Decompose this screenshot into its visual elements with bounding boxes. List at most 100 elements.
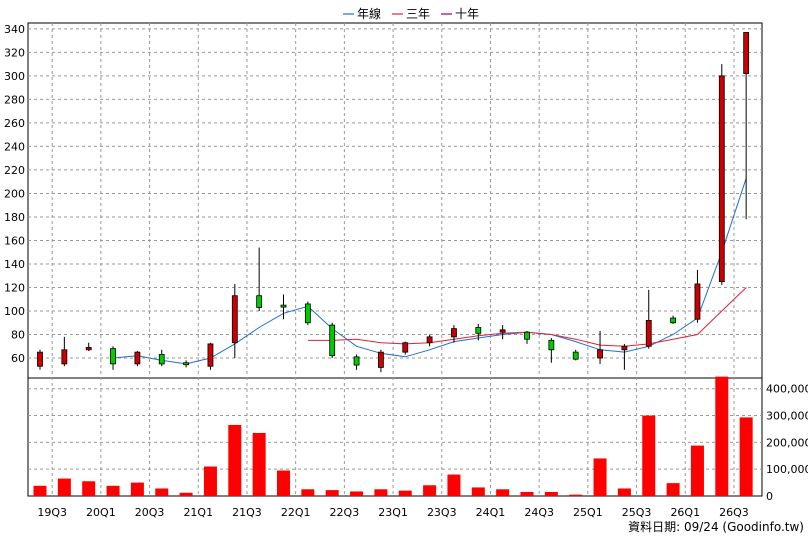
price-tick-label: 60 (11, 352, 25, 365)
volume-bar (544, 491, 558, 496)
volume-bar (471, 487, 485, 496)
volume-bars (33, 376, 753, 496)
volume-bar (374, 489, 388, 496)
legend-label: 年線 (357, 6, 381, 21)
volume-bar (301, 489, 315, 496)
candle-body (110, 348, 116, 365)
volume-bar (350, 491, 364, 496)
candle-body (572, 351, 579, 360)
price-tick-label: 260 (4, 117, 25, 130)
x-tick-label: 25Q1 (573, 506, 603, 519)
x-tick-label: 25Q3 (622, 506, 652, 519)
price-tick-label: 340 (4, 23, 25, 36)
candle-body (621, 345, 628, 351)
candle-body (85, 347, 92, 351)
volume-bar (33, 485, 47, 496)
x-tick-label: 21Q1 (183, 506, 213, 519)
candle-body (377, 351, 384, 368)
volume-tick-label: 100,000 (766, 463, 808, 476)
candle-body (451, 328, 457, 338)
candle-body (743, 32, 750, 74)
volume-bar (423, 485, 437, 496)
candle-body (304, 303, 311, 324)
price-tick-label: 140 (4, 258, 25, 271)
candle-body (61, 349, 68, 365)
volume-bar (277, 470, 290, 496)
candle-body (280, 304, 287, 308)
volume-bar (666, 483, 680, 496)
legend: 年線 三年 十年 (343, 6, 479, 21)
price-tick-label: 240 (4, 140, 25, 153)
x-tick-label: 23Q1 (378, 506, 408, 519)
volume-bar (739, 417, 753, 496)
candle-body (694, 283, 701, 320)
volume-bar (447, 474, 461, 496)
volume-bar (155, 488, 169, 496)
x-tick-label: 24Q3 (524, 506, 554, 519)
volume-bar (203, 466, 217, 496)
candle-body (402, 342, 409, 353)
x-tick-label: 21Q3 (232, 506, 262, 519)
x-tick-label: 20Q3 (135, 506, 165, 519)
price-tick-label: 280 (4, 93, 25, 106)
candle-body (353, 356, 360, 366)
volume-bar (690, 445, 704, 496)
price-tick-label: 160 (4, 234, 25, 247)
candle-body (548, 339, 555, 351)
candle-body (597, 349, 603, 359)
volume-axis-ticks: 0 100,000 200,000 300,000 400,000 (766, 383, 808, 503)
legend-label: 十年 (455, 7, 479, 21)
volume-bar (325, 490, 339, 496)
volume-plot-frame (27, 377, 763, 497)
volume-bar (130, 482, 144, 496)
candle-body (134, 351, 141, 365)
candle-body (499, 329, 506, 333)
candle-body (158, 354, 165, 365)
grid-lines (28, 23, 762, 496)
x-tick-label: 26Q1 (670, 506, 700, 519)
price-tick-label: 220 (4, 164, 25, 177)
price-tick-label: 120 (4, 281, 25, 294)
candle-body (231, 295, 238, 344)
volume-bar (398, 490, 412, 496)
x-tick-label: 26Q3 (719, 506, 749, 519)
x-tick-label: 19Q3 (37, 506, 67, 519)
volume-bar (642, 415, 656, 496)
volume-bar (228, 424, 242, 496)
volume-bar (252, 432, 266, 496)
legend-label: 三年 (406, 7, 430, 21)
credit-text: 資料日期: 09/24 (Goodinfo.tw) (628, 520, 804, 534)
volume-tick-label: 200,000 (766, 436, 808, 449)
volume-bar (593, 458, 607, 496)
candle-body (256, 295, 263, 308)
candle-body (718, 75, 725, 283)
price-axis-ticks: 60 80 100 120 140 160 180 200 220 240 260 280 300 320… (4, 23, 25, 365)
price-tick-label: 100 (4, 305, 25, 318)
volume-tick-label: 300,000 (766, 410, 808, 423)
volume-bar (569, 494, 583, 496)
candle-body (207, 343, 214, 367)
candle-body (524, 331, 530, 340)
x-axis-ticks: 19Q3 20Q1 20Q3 21Q1 21Q3 22Q1 22Q3 23Q1 23Q3 24Q1… (37, 506, 748, 519)
volume-tick-label: 0 (766, 490, 773, 503)
candle-body (475, 327, 482, 334)
candle-body (426, 336, 433, 344)
volume-tick-label: 400,000 (766, 383, 808, 396)
x-tick-label: 22Q3 (330, 506, 360, 519)
volume-bar (57, 478, 71, 496)
volume-bar (715, 376, 729, 496)
candle-body (329, 324, 336, 357)
candle-body (670, 317, 676, 324)
price-tick-label: 320 (4, 46, 25, 59)
price-tick-label: 300 (4, 70, 25, 83)
candlesticks (37, 32, 750, 373)
candle-body (645, 320, 652, 347)
volume-bar (520, 491, 534, 496)
volume-bar (82, 481, 96, 496)
candle-body (183, 362, 190, 366)
candle-body (37, 351, 43, 367)
price-tick-label: 200 (4, 187, 25, 200)
x-tick-label: 20Q1 (86, 506, 116, 519)
x-tick-label: 23Q3 (427, 506, 457, 519)
